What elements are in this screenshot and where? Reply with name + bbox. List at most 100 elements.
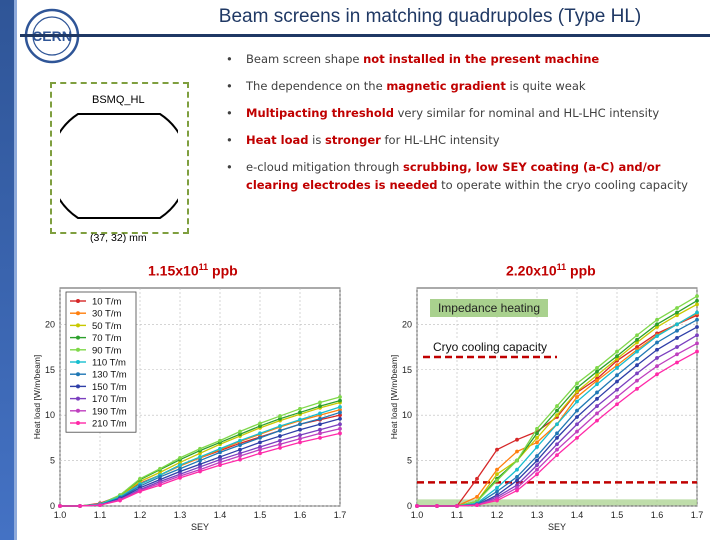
y-tick-label: 20 [45, 319, 55, 329]
data-point [278, 438, 282, 443]
data-point [298, 410, 302, 415]
data-point [655, 325, 659, 329]
legend-label: 170 T/m [92, 394, 127, 405]
data-point [198, 451, 202, 456]
data-point [555, 442, 559, 447]
x-tick-label: 1.6 [651, 510, 664, 520]
data-point [615, 354, 619, 359]
bullet-text: The dependence on the [246, 79, 387, 93]
x-tick-label: 1.2 [134, 510, 147, 520]
data-point [278, 416, 282, 421]
legend-marker [76, 335, 80, 340]
data-point [218, 457, 222, 462]
data-point [338, 398, 342, 403]
data-point [635, 333, 639, 338]
data-point [615, 366, 619, 370]
data-point [98, 503, 102, 507]
impedance-label-box [430, 299, 548, 317]
data-point [258, 451, 262, 456]
data-point [535, 431, 539, 436]
data-point [615, 387, 619, 392]
x-tick-label: 1.3 [174, 510, 187, 520]
legend-label: 150 T/m [92, 382, 127, 393]
data-point [575, 435, 579, 440]
bullet-text: is quite weak [505, 79, 586, 93]
cryo-label: Cryo cooling capacity [433, 340, 547, 354]
data-point [635, 371, 639, 376]
data-point [595, 418, 599, 423]
data-point [318, 411, 322, 416]
data-point [495, 485, 499, 490]
data-point [575, 389, 579, 394]
data-point [495, 489, 499, 494]
data-point [495, 467, 499, 472]
data-point [675, 360, 679, 365]
data-point [615, 395, 619, 399]
data-point [515, 437, 519, 442]
data-point [615, 373, 619, 378]
data-point [158, 483, 162, 488]
bullet-highlight: stronger [325, 133, 381, 147]
data-point [475, 503, 479, 507]
bullet-list: • Beam screen shape not installed in the … [226, 50, 706, 203]
data-point [575, 408, 579, 413]
data-point [615, 379, 619, 384]
data-point [695, 317, 699, 322]
data-point [555, 408, 559, 413]
data-point [535, 463, 539, 468]
x-tick-label: 1.3 [531, 510, 544, 520]
data-point [338, 405, 342, 409]
legend-label: 10 T/m [92, 297, 121, 308]
data-point [238, 432, 242, 437]
left-chart-heading: 1.15x1011 ppb [148, 262, 238, 279]
y-tick-label: 15 [45, 365, 55, 375]
data-point [298, 427, 302, 432]
data-point [495, 478, 499, 483]
legend-marker [76, 360, 80, 364]
data-point [635, 363, 639, 368]
data-point [218, 463, 222, 468]
bullet-text: to operate within the cryo cooling capac… [437, 178, 688, 192]
bullet-dot: • [226, 133, 233, 147]
data-point [695, 294, 699, 299]
data-point [675, 313, 679, 318]
data-point [535, 454, 539, 458]
legend-marker [76, 408, 80, 413]
data-point [515, 467, 519, 472]
data-point [318, 435, 322, 440]
data-point [278, 414, 282, 418]
data-point [515, 458, 519, 463]
data-point [238, 454, 242, 458]
data-point [298, 433, 302, 438]
bullet-dot: • [226, 106, 233, 120]
data-point [318, 427, 322, 432]
data-point [238, 429, 242, 434]
data-point [635, 345, 639, 349]
data-point [675, 328, 679, 333]
data-point [298, 417, 302, 422]
data-point [595, 382, 599, 387]
data-point [575, 395, 579, 399]
data-point [615, 402, 619, 407]
data-point [198, 462, 202, 467]
impedance-label: Impedance heating [438, 301, 540, 315]
data-point [635, 337, 639, 342]
data-point [695, 341, 699, 346]
data-point [455, 504, 459, 508]
legend-marker [76, 323, 80, 328]
data-point [318, 422, 322, 427]
data-point [138, 489, 142, 494]
data-point [218, 455, 222, 459]
data-point [278, 434, 282, 438]
data-point [278, 442, 282, 447]
legend-label: 30 T/m [92, 309, 121, 320]
data-point [495, 447, 499, 452]
data-point [178, 466, 182, 471]
cryo-label-box [421, 338, 559, 356]
data-point [655, 356, 659, 360]
legend-label: 70 T/m [92, 333, 121, 344]
data-point [535, 472, 539, 477]
y-tick-label: 0 [407, 501, 412, 511]
data-point [635, 378, 639, 383]
y-tick-label: 5 [407, 456, 412, 466]
